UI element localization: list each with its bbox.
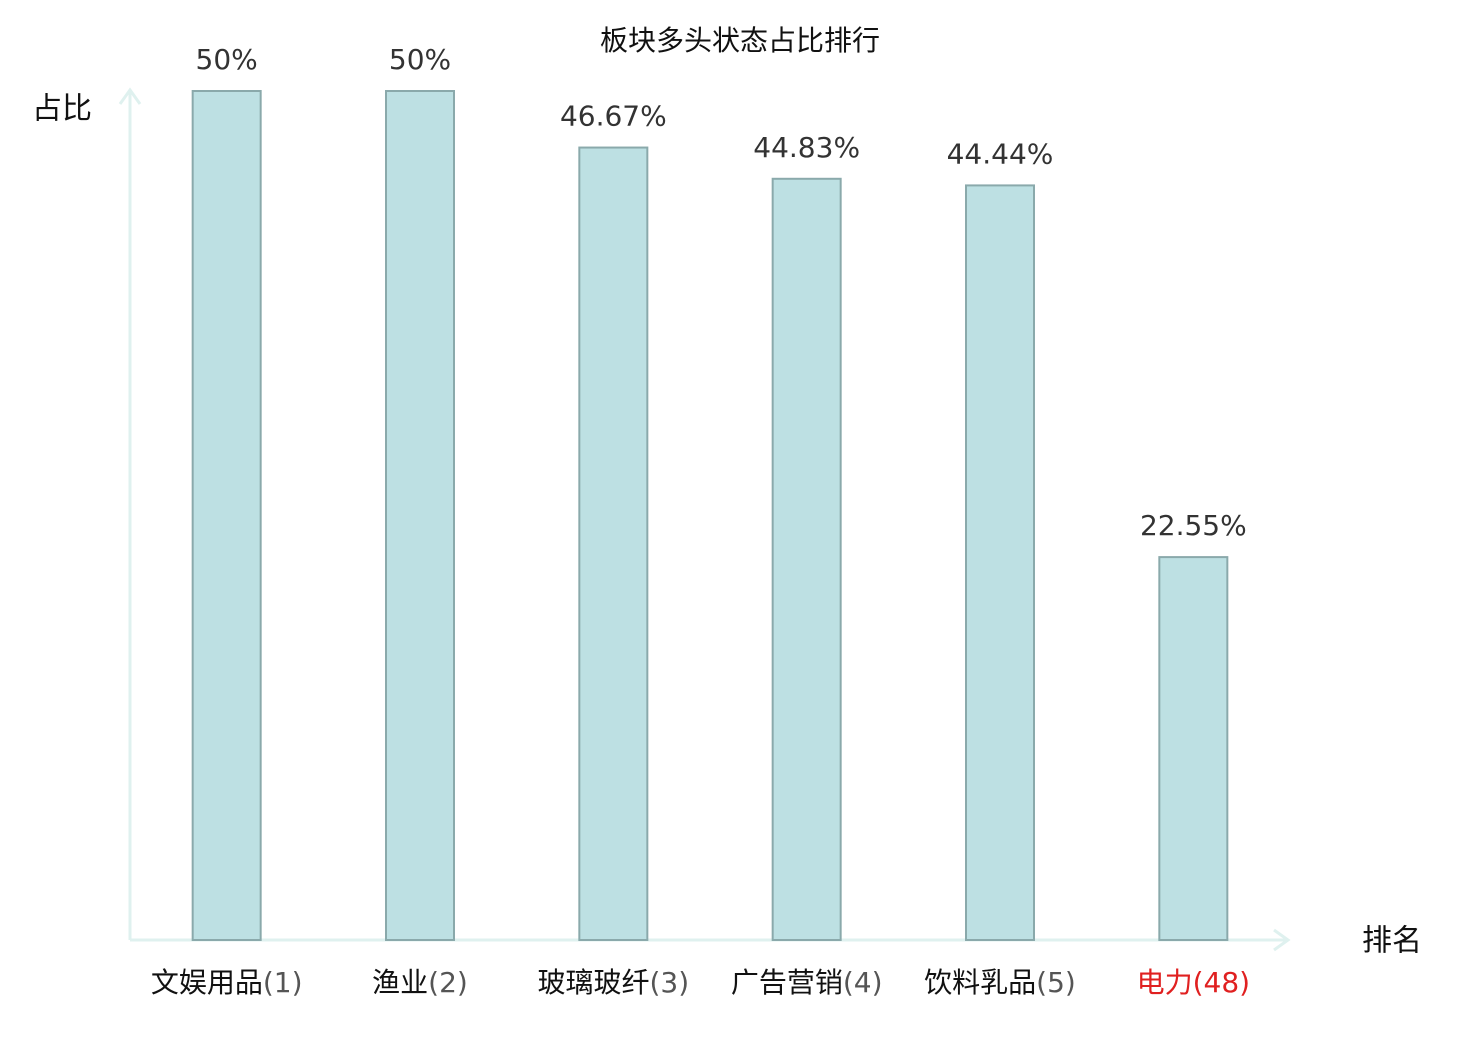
- bar: [965, 184, 1035, 941]
- category-name: 文娱用品: [151, 966, 263, 999]
- category-rank: (48): [1193, 966, 1250, 999]
- category-name: 广告营销: [731, 966, 843, 999]
- category-rank: (2): [428, 966, 468, 999]
- x-tick-label: 渔业(2): [372, 966, 468, 999]
- bar: [771, 177, 842, 941]
- x-tick-label: 玻璃玻纤(3): [537, 966, 689, 999]
- category-name: 电力: [1137, 966, 1193, 999]
- value-label: 50%: [196, 43, 258, 76]
- bar: [1158, 556, 1229, 941]
- category-rank: (5): [1036, 966, 1076, 999]
- x-tick-label: 文娱用品(1): [151, 966, 303, 999]
- x-axis-arrow: [1273, 928, 1291, 952]
- category-name: 渔业: [372, 966, 428, 999]
- bar: [191, 90, 262, 941]
- category-rank: (4): [843, 966, 883, 999]
- y-axis-arrow: [118, 87, 142, 105]
- value-label: 50%: [389, 43, 451, 76]
- chart-title: 板块多头状态占比排行: [600, 24, 880, 57]
- category-rank: (3): [650, 966, 690, 999]
- value-label: 46.67%: [560, 100, 667, 133]
- bar: [578, 146, 649, 941]
- x-tick-label: 饮料乳品(5): [924, 966, 1076, 999]
- category-name: 玻璃玻纤: [537, 966, 649, 999]
- x-axis-label: 排名: [1362, 924, 1422, 959]
- value-label: 44.44%: [947, 137, 1054, 170]
- x-tick-label: 电力(48): [1137, 966, 1251, 999]
- category-rank: (1): [263, 966, 303, 999]
- bar: [385, 90, 455, 941]
- y-axis-label: 占比: [32, 92, 92, 127]
- category-name: 饮料乳品: [924, 966, 1036, 999]
- value-label: 44.83%: [753, 131, 860, 164]
- value-label: 22.55%: [1140, 509, 1247, 542]
- x-tick-label: 广告营销(4): [731, 966, 883, 999]
